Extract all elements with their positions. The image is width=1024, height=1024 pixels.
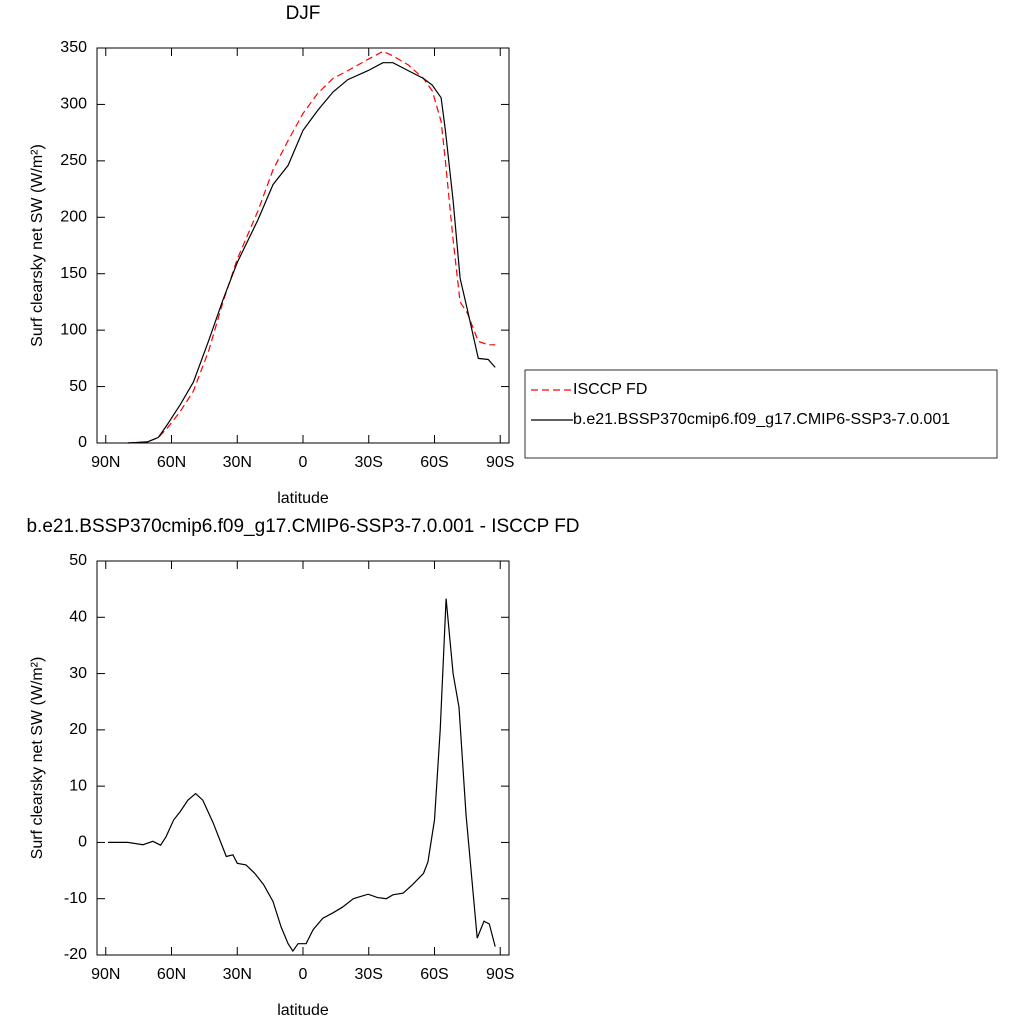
- x-tick-label: 30S: [355, 966, 383, 983]
- x-axis-label: latitude: [277, 1002, 329, 1019]
- x-tick-label: 60S: [420, 966, 448, 983]
- y-tick-label: 150: [60, 265, 87, 282]
- x-tick-label: 30N: [223, 454, 252, 471]
- y-tick-label: 350: [60, 39, 87, 56]
- y-tick-label: 250: [60, 152, 87, 169]
- y-tick-label: 50: [69, 552, 87, 569]
- x-tick-label: 90N: [91, 454, 120, 471]
- plot-frame: [96, 560, 510, 956]
- y-tick-label: 200: [60, 209, 87, 226]
- x-tick-label: 30S: [355, 454, 383, 471]
- x-tick-label: 90S: [486, 454, 514, 471]
- x-tick-label: 60N: [157, 966, 186, 983]
- x-tick-label: 90N: [91, 966, 120, 983]
- y-tick-label: 0: [78, 834, 87, 851]
- y-tick-label: 30: [69, 665, 87, 682]
- data-line: [108, 598, 496, 953]
- x-tick-label: 30N: [223, 966, 252, 983]
- y-tick-label: 300: [60, 96, 87, 113]
- legend-box: [524, 369, 998, 459]
- y-tick-label: -20: [64, 946, 87, 963]
- chart-title: DJF: [286, 3, 321, 24]
- data-line: [127, 50, 496, 444]
- y-tick-label: 10: [69, 777, 87, 794]
- y-axis-label: Surf clearsky net SW (W/m²): [29, 657, 46, 860]
- legend-label: b.e21.BSSP370cmip6.f09_g17.CMIP6-SSP3-7.…: [573, 411, 950, 428]
- y-tick-label: 100: [60, 321, 87, 338]
- legend-label: ISCCP FD: [573, 381, 647, 398]
- x-tick-label: 60N: [157, 454, 186, 471]
- y-tick-label: -10: [64, 890, 87, 907]
- x-tick-label: 0: [299, 966, 308, 983]
- x-axis-label: latitude: [277, 490, 329, 507]
- y-tick-label: 40: [69, 609, 87, 626]
- x-tick-label: 60S: [420, 454, 448, 471]
- y-tick-label: 50: [69, 378, 87, 395]
- y-tick-label: 20: [69, 721, 87, 738]
- x-tick-label: 90S: [486, 966, 514, 983]
- y-axis-label: Surf clearsky net SW (W/m²): [29, 144, 46, 347]
- data-line: [127, 62, 496, 444]
- x-tick-label: 0: [299, 454, 308, 471]
- y-tick-label: 0: [78, 434, 87, 451]
- plot-frame: [96, 47, 510, 444]
- chart-title: b.e21.BSSP370cmip6.f09_g17.CMIP6-SSP3-7.…: [26, 516, 579, 537]
